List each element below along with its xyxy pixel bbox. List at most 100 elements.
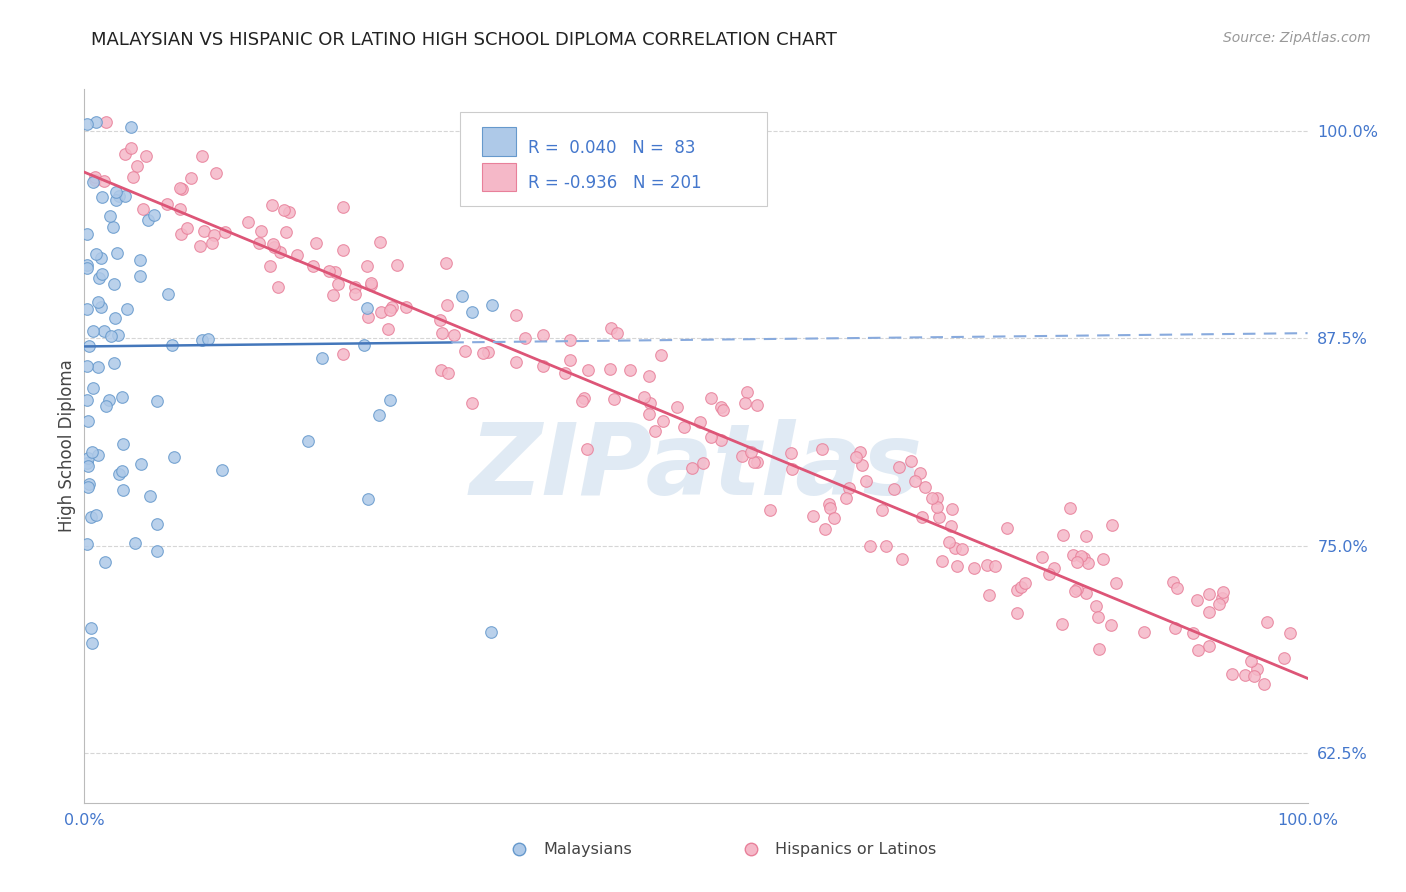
Point xyxy=(120,120,142,135)
Point xyxy=(1272,651,1295,665)
Point xyxy=(889,459,911,474)
Point xyxy=(202,227,225,242)
Point xyxy=(323,264,346,278)
Point xyxy=(1005,606,1028,620)
Point xyxy=(91,267,114,281)
Point xyxy=(80,444,103,458)
Point xyxy=(157,287,180,301)
Point xyxy=(505,355,527,369)
Point xyxy=(950,541,973,556)
Point xyxy=(285,248,308,262)
Point xyxy=(554,366,576,380)
Point xyxy=(818,501,841,516)
Point xyxy=(851,458,873,472)
Point xyxy=(558,333,581,347)
Point xyxy=(76,261,98,276)
Point xyxy=(385,258,408,272)
Point xyxy=(378,392,401,407)
Point xyxy=(479,625,502,640)
Point xyxy=(531,359,554,374)
Point xyxy=(76,227,98,241)
Point xyxy=(1212,585,1234,599)
Point xyxy=(460,305,482,319)
Point xyxy=(343,280,366,294)
Point xyxy=(1076,529,1098,543)
Point xyxy=(1007,582,1029,597)
Point xyxy=(142,207,165,221)
Point xyxy=(801,508,824,523)
Point xyxy=(928,510,950,524)
Point xyxy=(606,326,628,341)
Point xyxy=(1166,581,1188,595)
Point xyxy=(1240,654,1263,668)
Point xyxy=(297,434,319,448)
Point xyxy=(834,491,856,506)
Point xyxy=(513,331,536,345)
Point xyxy=(76,117,98,131)
Point xyxy=(146,543,169,558)
Point xyxy=(430,363,453,377)
Point xyxy=(745,455,768,469)
Point xyxy=(710,433,733,447)
Point xyxy=(104,310,127,325)
Point xyxy=(437,366,460,380)
Point xyxy=(267,279,290,293)
Point xyxy=(477,345,499,359)
Point xyxy=(1010,580,1032,594)
Point xyxy=(328,277,350,292)
Point xyxy=(82,381,104,395)
Point xyxy=(250,224,273,238)
Point xyxy=(1031,550,1053,565)
Point xyxy=(90,300,112,314)
Point xyxy=(114,147,136,161)
Point xyxy=(651,413,673,427)
Point xyxy=(890,552,912,566)
Point xyxy=(571,393,593,408)
Point xyxy=(191,149,214,163)
Point xyxy=(689,415,711,429)
Point xyxy=(711,403,734,417)
Point xyxy=(665,400,688,414)
Point xyxy=(76,456,98,470)
Point xyxy=(1052,528,1074,542)
Point xyxy=(451,289,474,303)
Point xyxy=(332,347,354,361)
Point xyxy=(984,558,1007,573)
Point xyxy=(204,166,226,180)
Point xyxy=(939,518,962,533)
Point xyxy=(638,407,661,421)
Point xyxy=(855,475,877,489)
Point xyxy=(1246,662,1268,676)
Point xyxy=(1256,615,1278,629)
Point xyxy=(429,312,451,326)
Point xyxy=(93,324,115,338)
Point xyxy=(360,277,382,291)
Point xyxy=(162,337,184,351)
Point xyxy=(747,398,769,412)
Point xyxy=(368,235,391,249)
Point xyxy=(259,260,281,274)
Point xyxy=(180,171,202,186)
Point xyxy=(114,189,136,203)
Point xyxy=(1133,625,1156,640)
Point xyxy=(356,260,378,274)
Point xyxy=(107,328,129,343)
Point xyxy=(135,149,157,163)
Point xyxy=(86,295,108,310)
Point xyxy=(780,462,803,476)
Point xyxy=(111,464,134,478)
Point xyxy=(979,588,1001,602)
Point xyxy=(1070,549,1092,563)
Point xyxy=(201,236,224,251)
Point xyxy=(911,509,934,524)
Point xyxy=(247,235,270,250)
Point xyxy=(103,277,125,292)
Point xyxy=(883,482,905,496)
Point xyxy=(900,454,922,468)
Point xyxy=(1253,677,1275,691)
Point xyxy=(845,450,868,465)
Point xyxy=(98,210,121,224)
Point xyxy=(963,561,986,575)
Point xyxy=(76,479,98,493)
Point xyxy=(273,202,295,217)
